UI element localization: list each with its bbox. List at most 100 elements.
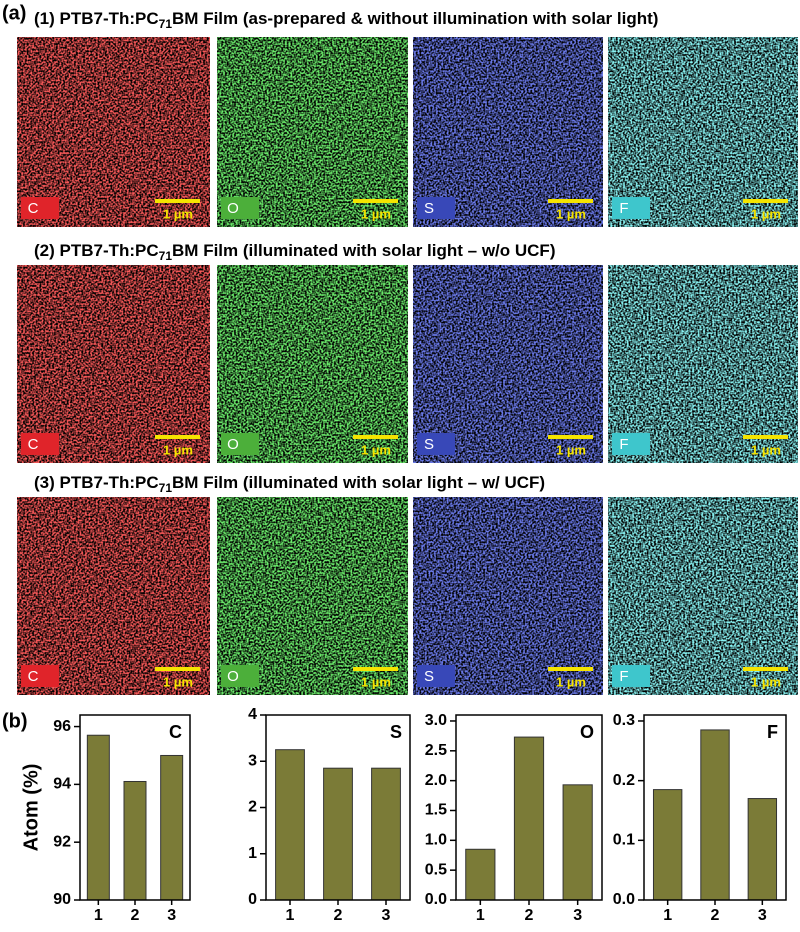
element-label: O	[227, 436, 239, 453]
element-box	[21, 197, 59, 219]
element-map	[17, 37, 210, 227]
y-tick-label: 0.0	[613, 891, 635, 908]
plot-frame	[455, 714, 603, 901]
chart-title: O	[580, 722, 594, 742]
bar	[275, 749, 305, 901]
scale-label: 1 µm	[163, 206, 193, 221]
x-tick-label: 1	[94, 907, 103, 924]
element-label: S	[424, 436, 434, 453]
element-label: C	[28, 668, 39, 685]
element-box	[221, 433, 259, 455]
y-tick-label: 96	[53, 718, 71, 735]
title-text: (1) PTB7-Th:PC	[34, 9, 159, 28]
y-tick-label: 0.3	[613, 712, 635, 729]
bar	[86, 734, 110, 901]
y-tick-label: 0.5	[425, 861, 447, 878]
x-tick-label: 2	[334, 907, 343, 924]
bar	[562, 784, 593, 901]
y-tick-label: 1.5	[425, 802, 447, 819]
x-tick-label: 3	[167, 907, 176, 924]
y-tick-label: 2	[248, 799, 257, 816]
element-box	[221, 197, 259, 219]
element-box	[21, 665, 59, 687]
panel-label: (a)	[2, 2, 26, 24]
element-box	[21, 433, 59, 455]
element-map	[17, 497, 210, 695]
x-tick-label: 2	[525, 907, 534, 924]
x-tick-label: 1	[663, 907, 672, 924]
title-text: BM Film (illuminated with solar light – …	[172, 241, 555, 260]
scale-label: 1 µm	[556, 206, 586, 221]
x-tick-label: 3	[758, 907, 767, 924]
y-tick-label: 3	[248, 752, 257, 769]
y-tick-label: 0.1	[613, 832, 635, 849]
title-text: (2) PTB7-Th:PC	[34, 241, 159, 260]
chart-title: C	[169, 722, 182, 742]
x-tick-label: 3	[573, 907, 582, 924]
y-tick-label: 94	[53, 776, 71, 793]
title-subscript: 71	[159, 249, 173, 263]
x-tick-label: 2	[131, 907, 140, 924]
scale-label: 1 µm	[163, 442, 193, 457]
title-text: BM Film (as-prepared & without illuminat…	[172, 9, 658, 28]
element-map	[608, 37, 798, 227]
element-box	[417, 197, 455, 219]
plot-frame	[643, 714, 787, 901]
element-label: F	[619, 436, 628, 453]
y-tick-label: 2.5	[425, 742, 447, 759]
element-box	[612, 433, 650, 455]
bar	[371, 767, 401, 901]
row-title: (3) PTB7-Th:PC71BM Film (illuminated wit…	[34, 473, 545, 495]
chart-title: S	[390, 722, 402, 742]
y-tick-label: 1.0	[425, 832, 447, 849]
y-tick-label: 3.0	[425, 712, 447, 729]
element-map	[608, 265, 798, 463]
element-label: F	[619, 668, 628, 685]
element-label: C	[28, 436, 39, 453]
plot-frame	[265, 714, 411, 901]
x-tick-label: 1	[476, 907, 485, 924]
element-label: S	[424, 668, 434, 685]
row-title: (1) PTB7-Th:PC71BM Film (as-prepared & w…	[34, 9, 658, 31]
bar	[323, 767, 353, 901]
y-tick-label: 0	[248, 891, 257, 908]
title-text: BM Film (illuminated with solar light – …	[172, 473, 545, 492]
element-label: S	[424, 200, 434, 217]
plot-frame	[79, 714, 191, 901]
element-box	[612, 665, 650, 687]
scale-label: 1 µm	[751, 442, 781, 457]
scale-label: 1 µm	[751, 674, 781, 689]
title-text: (3) PTB7-Th:PC	[34, 473, 159, 492]
element-map	[217, 265, 408, 463]
element-map	[413, 265, 603, 463]
x-tick-label: 1	[286, 907, 295, 924]
y-tick-label: 1	[248, 845, 257, 862]
y-tick-label: 92	[53, 833, 71, 850]
chart-title: F	[767, 722, 778, 742]
title-subscript: 71	[159, 17, 173, 31]
x-tick-label: 2	[711, 907, 720, 924]
element-label: F	[619, 200, 628, 217]
scale-label: 1 µm	[163, 674, 193, 689]
panel-label: (b)	[2, 710, 28, 732]
bar	[160, 754, 184, 901]
element-box	[612, 197, 650, 219]
y-axis-label: Atom (%)	[20, 764, 42, 852]
y-tick-label: 2.0	[425, 772, 447, 789]
y-tick-label: 0.2	[613, 772, 635, 789]
element-label: C	[28, 200, 39, 217]
bar	[123, 780, 147, 901]
bar	[465, 848, 496, 901]
x-tick-label: 3	[382, 907, 391, 924]
scale-label: 1 µm	[556, 674, 586, 689]
scale-label: 1 µm	[361, 206, 391, 221]
element-box	[417, 665, 455, 687]
title-subscript: 71	[159, 481, 173, 495]
bar	[513, 736, 545, 901]
element-map	[413, 37, 603, 227]
bar	[747, 798, 778, 901]
y-tick-label: 0.0	[425, 891, 447, 908]
y-tick-label: 4	[248, 706, 257, 723]
element-label: O	[227, 668, 239, 685]
